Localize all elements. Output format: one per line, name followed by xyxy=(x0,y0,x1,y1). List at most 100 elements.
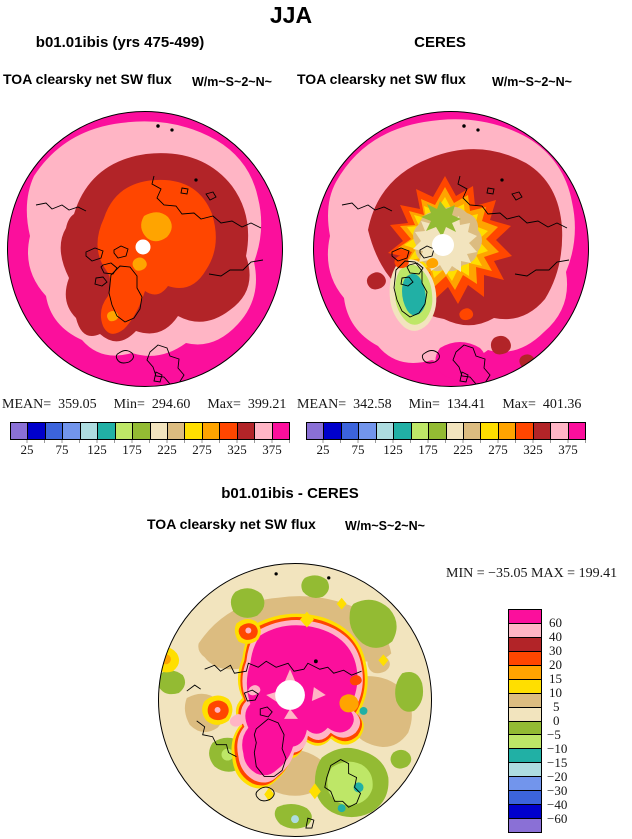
region-40-60 xyxy=(214,706,221,713)
colorbar-swatch xyxy=(150,423,168,439)
colorbar-swatch xyxy=(509,721,541,736)
region-neg10-neg5 xyxy=(221,748,234,761)
colorbar-swatch xyxy=(307,423,325,439)
region-neg5-0 xyxy=(395,671,424,712)
map-outline xyxy=(157,562,433,838)
coastlines xyxy=(186,572,362,829)
colorbar-swatch xyxy=(202,423,221,439)
region-10-15 xyxy=(308,783,321,800)
colorbar-swatch xyxy=(237,423,256,439)
colorbar-tick-label: 375 xyxy=(262,442,282,457)
colorbar-tick-label: 75 xyxy=(351,442,365,457)
colorbar-swatch xyxy=(11,423,29,439)
model-panel-title: b01.01ibis (yrs 475-499) xyxy=(35,34,205,51)
mean-label: MEAN= xyxy=(297,397,347,412)
diff-stats: MIN = −35.05 MAX = 199.41 xyxy=(446,566,618,581)
colorbar-tick-label: 175 xyxy=(418,442,438,457)
model-map xyxy=(7,111,283,387)
diff-colorbar xyxy=(508,609,542,833)
region-40-60 xyxy=(229,714,245,727)
model-field-label: TOA clearsky net SW flux xyxy=(3,71,172,87)
diff-tick-label: 0 xyxy=(553,713,560,728)
mean-value: 359.05 xyxy=(58,397,97,412)
diff-tick-label: −30 xyxy=(547,783,568,798)
colorbar-swatch xyxy=(509,693,541,708)
region-300-325 xyxy=(97,179,216,334)
colorbar-swatch xyxy=(509,637,541,652)
colorbar-swatch xyxy=(133,423,151,439)
colorbar-swatch xyxy=(185,423,203,439)
colorbar-swatch xyxy=(324,423,342,439)
colorbar-swatch xyxy=(509,665,541,680)
diff-tick-label: 10 xyxy=(549,685,562,700)
colorbar-swatch xyxy=(481,423,499,439)
region-neg15-neg10 xyxy=(353,782,364,793)
model-colorbar xyxy=(10,422,290,440)
diff-tick-label: −40 xyxy=(547,797,568,812)
colorbar-tick-label: 225 xyxy=(157,442,177,457)
colorbar-swatch xyxy=(45,423,64,439)
region-neg5-0 xyxy=(349,599,397,648)
diff-field-label: TOA clearsky net SW flux xyxy=(147,516,316,532)
diff-tick-label: −60 xyxy=(547,811,568,826)
diff-tick-label: −15 xyxy=(547,755,568,770)
colorbar-tick-label: 225 xyxy=(453,442,473,457)
colorbar-swatch xyxy=(509,763,541,778)
colorbar-tick-label: 125 xyxy=(383,442,403,457)
colorbar-swatch xyxy=(272,423,289,439)
colorbar-swatch xyxy=(509,707,541,722)
region-neg5-0 xyxy=(230,588,265,618)
region-300-325 xyxy=(459,308,474,321)
colorbar-tick-label: 25 xyxy=(20,442,34,457)
colorbar-swatch xyxy=(429,423,447,439)
max-value: 399.21 xyxy=(247,397,287,412)
colorbar-swatch xyxy=(80,423,99,439)
coastlines xyxy=(35,124,264,385)
diff-tick-label: 20 xyxy=(549,657,562,672)
colorbar-tick-label: 125 xyxy=(87,442,107,457)
obs-stats: MEAN= 342.58 Min= 134.41 Max= 401.36 xyxy=(297,397,581,413)
min-value: 294.60 xyxy=(151,397,191,412)
colorbar-swatch xyxy=(509,679,541,694)
obs-field-label: TOA clearsky net SW flux xyxy=(297,71,466,87)
diff-tick-label: 60 xyxy=(549,615,562,630)
region-175-200 xyxy=(421,201,461,237)
colorbar-swatch xyxy=(446,423,464,439)
region-10-15 xyxy=(299,611,314,628)
model-stats: MEAN= 359.05 Min= 294.60 Max= 399.21 xyxy=(2,397,286,413)
region-neg20-neg15 xyxy=(291,815,299,824)
colorbar-swatch xyxy=(509,651,541,666)
colorbar-swatch xyxy=(394,423,412,439)
diff-tick-label: 40 xyxy=(549,629,562,644)
diff-panel-title: b01.01ibis - CERES xyxy=(221,485,359,502)
region-275-300 xyxy=(426,258,439,269)
region-neg10-neg5 xyxy=(327,761,373,806)
region-10-15 xyxy=(336,597,347,610)
pole-hole xyxy=(135,239,151,255)
colorbar-tick-label: 25 xyxy=(316,442,330,457)
region-325-350 xyxy=(366,272,386,290)
pole-ray xyxy=(284,708,298,719)
colorbar-swatch xyxy=(463,423,482,439)
colorbar-swatch xyxy=(509,749,541,764)
colorbar-swatch xyxy=(98,423,116,439)
colorbar-swatch xyxy=(498,423,517,439)
region-275-300 xyxy=(141,212,172,242)
colorbar-tick-label: 325 xyxy=(523,442,543,457)
colorbar-swatch xyxy=(28,423,46,439)
region-40-60 xyxy=(245,627,252,634)
colorbar-swatch xyxy=(341,423,360,439)
obs-panel-title: CERES xyxy=(414,34,466,51)
colorbar-tick-label: 175 xyxy=(122,442,142,457)
pole-ray xyxy=(311,687,326,701)
pole-ray xyxy=(284,669,296,684)
colorbar-swatch xyxy=(509,819,541,832)
obs-map xyxy=(313,111,589,387)
obs-units-label: W/m~S~2~N~ xyxy=(492,75,572,89)
region-125-150 xyxy=(402,273,426,316)
region-325-350 xyxy=(490,335,511,355)
colorbar-ticks xyxy=(10,440,290,443)
region-20-30 xyxy=(349,675,362,686)
colorbar-swatch xyxy=(551,423,569,439)
